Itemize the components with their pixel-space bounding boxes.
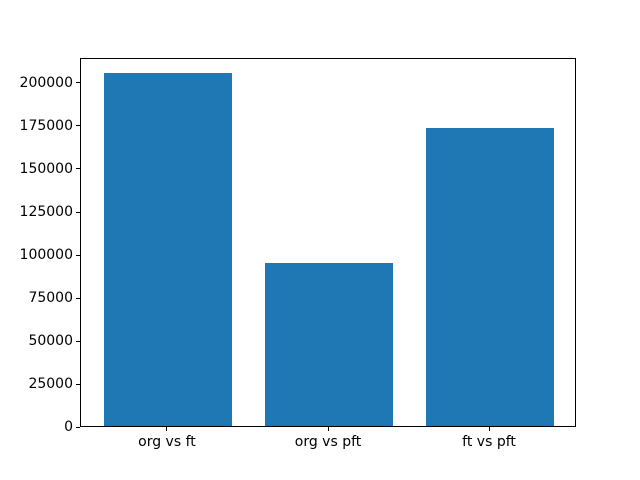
- y-tick-mark: [76, 383, 80, 385]
- y-tick-label: 125000: [19, 204, 73, 221]
- y-tick-mark: [76, 125, 80, 127]
- bar-org-vs-pft: [264, 262, 394, 427]
- y-tick-label: 0: [64, 419, 73, 436]
- y-tick-mark: [76, 297, 80, 299]
- plot-area: [80, 57, 576, 428]
- bar-ft-vs-pft: [425, 128, 555, 427]
- y-tick-label: 175000: [19, 117, 73, 134]
- x-tick-label: ft vs pft: [462, 434, 516, 451]
- x-tick-mark: [488, 427, 490, 432]
- x-tick-label: org vs pft: [294, 434, 362, 451]
- x-tick-label: org vs ft: [138, 434, 196, 451]
- y-tick-mark: [76, 82, 80, 84]
- y-tick-label: 50000: [28, 333, 73, 350]
- y-tick-label: 100000: [19, 247, 73, 264]
- y-tick-mark: [76, 211, 80, 213]
- y-tick-label: 25000: [28, 376, 73, 393]
- y-tick-mark: [76, 340, 80, 342]
- y-tick-mark: [76, 254, 80, 256]
- y-tick-mark: [76, 168, 80, 170]
- bar-org-vs-ft: [103, 73, 233, 427]
- x-tick-mark: [166, 427, 168, 432]
- y-tick-label: 75000: [28, 290, 73, 307]
- x-tick-mark: [327, 427, 329, 432]
- y-tick-label: 150000: [19, 160, 73, 177]
- y-tick-mark: [76, 426, 80, 428]
- y-tick-label: 200000: [19, 74, 73, 91]
